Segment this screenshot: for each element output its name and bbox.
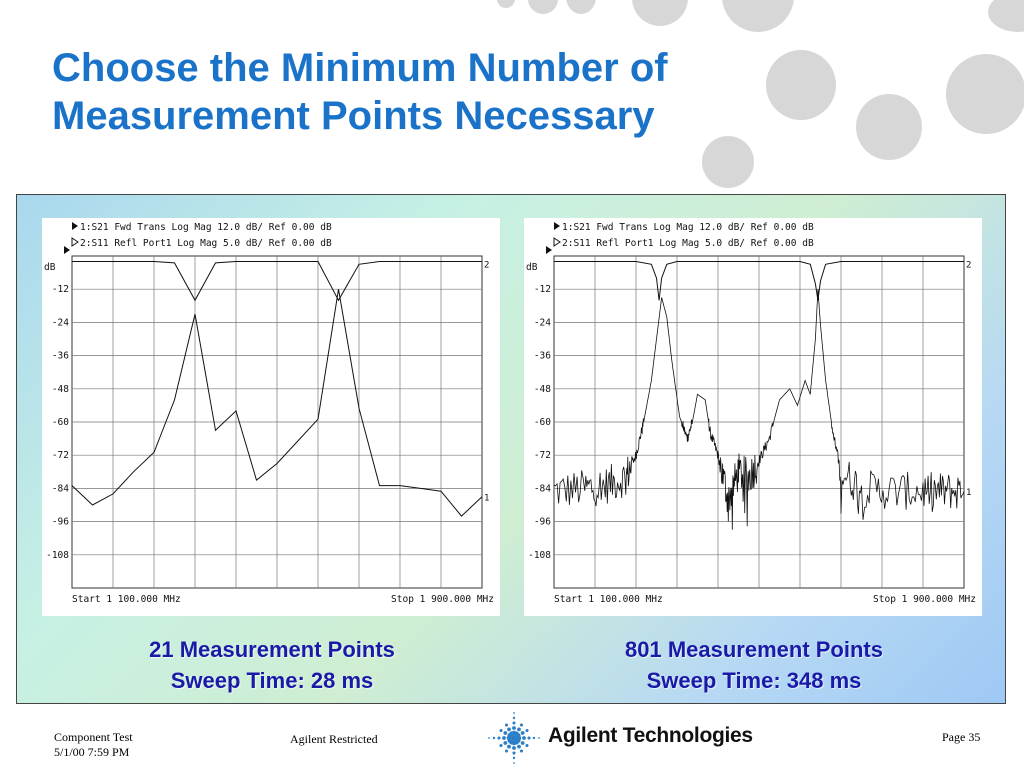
chart-801-points: 1:S21 Fwd Trans Log Mag 12.0 dB/ Ref 0.0… [524, 218, 982, 616]
start-frequency-label: Start 1 100.000 MHz [554, 594, 663, 605]
series-line-2 [72, 261, 482, 302]
y-tick-label: -108 [528, 550, 551, 561]
reference-marker-icon [64, 246, 70, 254]
trace-1-header: 1:S21 Fwd Trans Log Mag 12.0 dB/ Ref 0.0… [562, 222, 814, 233]
series-line-2 [554, 261, 964, 301]
y-tick-label: -96 [52, 517, 69, 528]
caption-line-1: 21 Measurement Points [149, 637, 395, 662]
caption-801-points: 801 Measurement Points Sweep Time: 348 m… [534, 634, 974, 696]
series-end-label-2: 2 [966, 261, 971, 271]
footer-left: Component Test 5/1/00 7:59 PM [54, 730, 133, 760]
trace-1-marker-icon [72, 222, 78, 230]
series-line-1 [71, 289, 483, 517]
caption-21-points: 21 Measurement Points Sweep Time: 28 ms [52, 634, 492, 696]
company-logo-text: Agilent Technologies [548, 724, 753, 747]
y-axis-label: dB [44, 262, 56, 273]
footer-page-number: Page 35 [942, 730, 981, 744]
reference-marker-icon [546, 246, 552, 254]
series-end-label-1: 1 [966, 488, 971, 498]
y-tick-label: -60 [52, 417, 69, 428]
decor-dot [856, 94, 922, 160]
series-line-1 [553, 289, 965, 530]
trace-1-header: 1:S21 Fwd Trans Log Mag 12.0 dB/ Ref 0.0… [80, 222, 332, 233]
y-tick-label: -48 [534, 384, 551, 395]
y-tick-label: -36 [534, 351, 551, 362]
y-tick-label: -24 [52, 317, 69, 328]
page-title: Choose the Minimum Number of Measurement… [52, 44, 752, 140]
chart-svg: 1:S21 Fwd Trans Log Mag 12.0 dB/ Ref 0.0… [44, 222, 494, 605]
footer-date: 5/1/00 7:59 PM [54, 745, 130, 759]
caption-line-2: Sweep Time: 28 ms [170, 668, 374, 693]
y-tick-label: -12 [52, 284, 69, 295]
y-tick-label: -84 [534, 483, 551, 494]
decor-dot [632, 0, 688, 26]
decor-dot [566, 0, 596, 14]
footer-restricted: Agilent Restricted [290, 732, 378, 746]
decor-dot [528, 0, 558, 14]
y-tick-label: -48 [52, 384, 69, 395]
y-tick-label: -12 [534, 284, 551, 295]
decor-dot [702, 136, 754, 188]
title-line-1: Choose the Minimum Number of [52, 46, 668, 90]
y-axis-label: dB [526, 262, 538, 273]
y-tick-label: -72 [52, 450, 69, 461]
y-tick-label: -36 [52, 351, 69, 362]
caption-line-1: 801 Measurement Points [625, 637, 883, 662]
title-line-2: Measurement Points Necessary [52, 94, 655, 138]
decor-dot [722, 0, 794, 32]
y-tick-label: -84 [52, 483, 69, 494]
stop-frequency-label: Stop 1 900.000 MHz [873, 594, 976, 605]
trace-1-marker-icon [554, 222, 560, 230]
trace-2-marker-icon [71, 237, 79, 247]
trace-2-marker-icon [553, 237, 561, 247]
chart-svg: 1:S21 Fwd Trans Log Mag 12.0 dB/ Ref 0.0… [526, 222, 976, 605]
decor-dot [946, 54, 1024, 134]
chart-21-points: 1:S21 Fwd Trans Log Mag 12.0 dB/ Ref 0.0… [42, 218, 500, 616]
trace-2-header: 2:S11 Refl Port1 Log Mag 5.0 dB/ Ref 0.0… [80, 238, 332, 249]
y-tick-label: -108 [46, 550, 69, 561]
y-tick-label: -96 [534, 517, 551, 528]
decor-dot [988, 0, 1024, 32]
start-frequency-label: Start 1 100.000 MHz [72, 594, 181, 605]
y-tick-label: -72 [534, 450, 551, 461]
series-end-label-1: 1 [484, 494, 489, 504]
y-tick-label: -60 [534, 417, 551, 428]
agilent-logo-icon [488, 712, 540, 764]
stop-frequency-label: Stop 1 900.000 MHz [391, 594, 494, 605]
y-tick-label: -24 [534, 317, 551, 328]
trace-2-header: 2:S11 Refl Port1 Log Mag 5.0 dB/ Ref 0.0… [562, 238, 814, 249]
decor-dot [497, 0, 515, 8]
series-end-label-2: 2 [484, 261, 489, 271]
footer-doc-name: Component Test [54, 730, 133, 744]
caption-line-2: Sweep Time: 348 ms [646, 668, 862, 693]
decor-dot [766, 50, 836, 120]
